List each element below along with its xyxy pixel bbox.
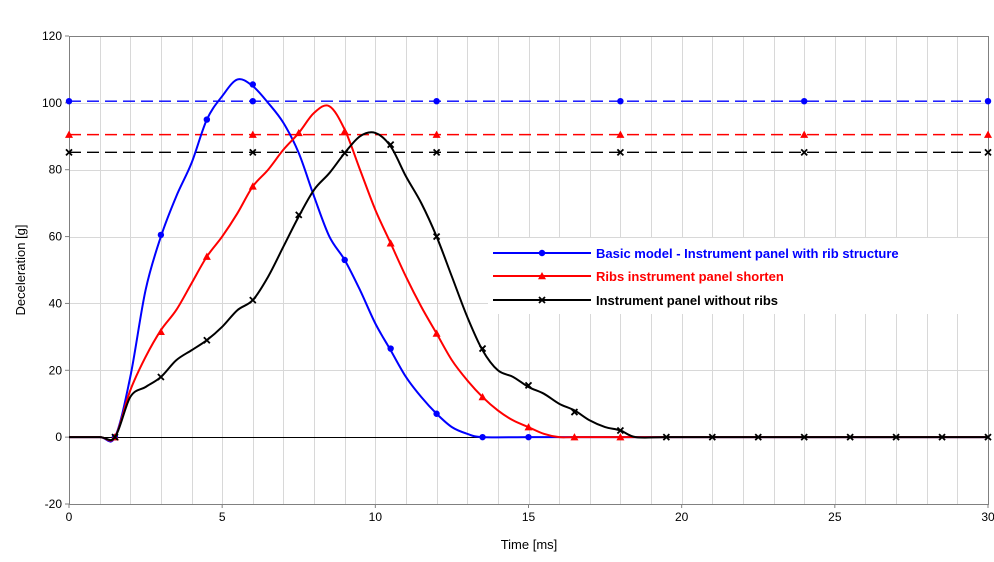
series-instrument-panel-without-ribs-point: [892, 433, 900, 441]
series-instrument-panel-without-ribs-point: [524, 381, 533, 389]
y-tick-label: 120: [42, 29, 62, 43]
series-basic-model-instrument-panel-with-rib-structure-point: [341, 256, 348, 264]
series-basic-model-instrument-panel-with-rib-structure-point: [249, 81, 256, 88]
series: [69, 78, 992, 443]
series-instrument-panel-without-ribs-point: [341, 149, 349, 157]
series-ribs-instrument-panel-shorten-point: [570, 433, 579, 441]
series-basic-model-instrument-panel-with-rib-structure-point: [203, 116, 211, 123]
y-axis-ticks: -20 0 20 40 60 80 100 120: [42, 29, 69, 511]
series-instrument-panel-without-ribs-point: [203, 336, 211, 344]
series-instrument-panel-without-ribs-point: [478, 344, 487, 353]
y-tick-label: 20: [49, 363, 63, 377]
x-tick-label: 15: [522, 510, 536, 524]
legend-item-ribs-instrument-panel-shorten-label: Ribs instrument panel shorten: [596, 269, 784, 284]
series-instrument-panel-without-ribs-point: [938, 433, 946, 441]
series-basic-model-instrument-panel-with-rib-structure-point: [433, 410, 440, 417]
reference-lines: [65, 97, 992, 156]
series-ribs-instrument-panel-shorten-point: [386, 239, 395, 247]
series-ribs-instrument-panel-shorten-point: [432, 329, 441, 337]
reference-line-instrument-panel-without-ribs-marker: [432, 148, 441, 156]
series-instrument-panel-without-ribs-point: [570, 408, 579, 416]
reference-line-basic-model-instrument-panel-with-rib-structure-marker: [801, 97, 808, 105]
y-tick-label: 80: [49, 163, 63, 177]
reference-line-basic-model-instrument-panel-with-rib-structure-marker: [984, 97, 992, 105]
series-ribs-instrument-panel-shorten-point: [478, 393, 487, 401]
reference-line-instrument-panel-without-ribs-marker: [800, 148, 808, 156]
reference-line-ribs-instrument-panel-shorten-marker: [432, 130, 441, 138]
reference-line-basic-model-instrument-panel-with-rib-structure-marker: [617, 97, 624, 105]
series-instrument-panel-without-ribs-point: [295, 211, 303, 219]
legend-item-instrument-panel-without-ribs-label: Instrument panel without ribs: [596, 293, 778, 308]
series-instrument-panel-without-ribs-line: [69, 131, 988, 442]
reference-line-ribs-instrument-panel-shorten-marker: [800, 130, 809, 138]
reference-line-ribs-instrument-panel-shorten-marker: [248, 130, 257, 138]
reference-line-ribs-instrument-panel-shorten-marker: [65, 130, 73, 138]
reference-line-instrument-panel-without-ribs-marker: [984, 148, 992, 156]
legend-item-basic-model-instrument-panel-with-rib-structure-label: Basic model - Instrument panel with rib …: [596, 246, 899, 261]
x-tick-label: 5: [219, 510, 226, 524]
reference-line-instrument-panel-without-ribs-marker: [616, 148, 625, 156]
series-instrument-panel-without-ribs-point: [800, 433, 808, 441]
series-instrument-panel-without-ribs-point: [846, 433, 854, 441]
x-tick-label: 25: [828, 510, 842, 524]
series-ribs-instrument-panel-shorten-point: [202, 252, 211, 260]
x-tick-label: 30: [981, 510, 994, 524]
series-ribs-instrument-panel-shorten-point: [340, 127, 349, 135]
x-tick-label: 0: [66, 510, 73, 524]
series-instrument-panel-without-ribs-point: [616, 426, 625, 435]
legend-item-instrument-panel-without-ribs-marker: [538, 296, 546, 304]
reference-line-basic-model-instrument-panel-with-rib-structure-marker: [65, 97, 73, 105]
series-instrument-panel-without-ribs-point: [754, 433, 762, 441]
series-basic-model-instrument-panel-with-rib-structure-point: [479, 433, 486, 441]
legend-item-basic-model-instrument-panel-with-rib-structure-marker: [538, 249, 546, 257]
reference-line-basic-model-instrument-panel-with-rib-structure-marker: [249, 97, 256, 105]
x-axis-ticks: 0 5 10 15 20 25 30: [66, 504, 994, 524]
x-tick-label: 10: [369, 510, 383, 524]
series-instrument-panel-without-ribs-point: [387, 141, 395, 149]
reference-line-ribs-instrument-panel-shorten-marker: [984, 130, 992, 138]
x-axis-title: Time [ms]: [501, 537, 558, 552]
series-instrument-panel-without-ribs-point: [111, 433, 119, 441]
reference-line-instrument-panel-without-ribs-marker: [249, 148, 257, 156]
y-tick-label: 40: [49, 296, 63, 310]
series-instrument-panel-without-ribs-point: [432, 232, 441, 241]
y-axis-title: Deceleration [g]: [13, 224, 28, 315]
series-ribs-instrument-panel-shorten-point: [616, 433, 625, 441]
y-tick-label: 0: [55, 430, 62, 444]
series-instrument-panel-without-ribs-point: [984, 433, 992, 441]
reference-line-basic-model-instrument-panel-with-rib-structure-marker: [433, 97, 440, 105]
x-tick-label: 20: [675, 510, 689, 524]
legend-item-ribs-instrument-panel-shorten-marker: [538, 272, 546, 280]
series-instrument-panel-without-ribs-point: [157, 373, 165, 381]
series-instrument-panel-without-ribs-point: [249, 296, 257, 304]
series-basic-model-instrument-panel-with-rib-structure-point: [387, 345, 394, 352]
y-tick-label: 100: [42, 96, 62, 110]
reference-line-ribs-instrument-panel-shorten-marker: [616, 130, 625, 138]
y-tick-label: -20: [45, 497, 63, 511]
y-tick-label: 60: [49, 230, 63, 244]
legend: Basic model - Instrument panel with rib …: [493, 246, 899, 308]
series-ribs-instrument-panel-shorten-point: [248, 182, 257, 190]
series-basic-model-instrument-panel-with-rib-structure-point: [525, 433, 532, 441]
series-basic-model-instrument-panel-with-rib-structure-point: [157, 231, 165, 239]
series-ribs-instrument-panel-shorten-point: [156, 327, 165, 336]
series-ribs-instrument-panel-shorten-point: [524, 423, 533, 431]
series-instrument-panel-without-ribs-point: [662, 433, 670, 441]
reference-line-instrument-panel-without-ribs-marker: [65, 148, 73, 156]
series-ribs-instrument-panel-shorten-point: [294, 128, 303, 137]
series-instrument-panel-without-ribs-point: [708, 433, 716, 441]
